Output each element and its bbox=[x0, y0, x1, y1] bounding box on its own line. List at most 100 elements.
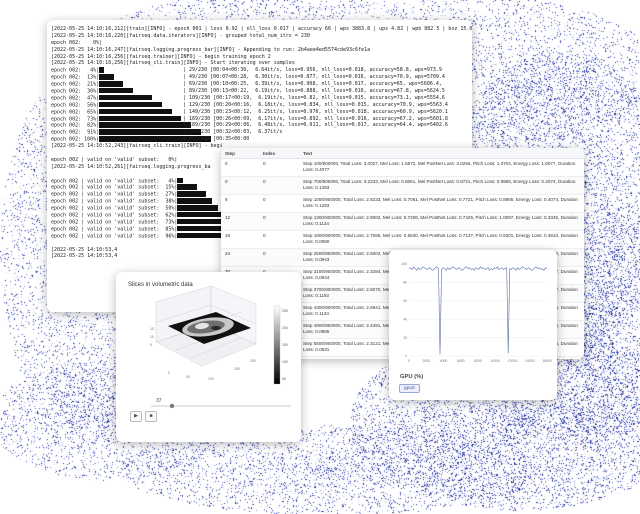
cell-index: 0 bbox=[259, 212, 299, 231]
progress-bar bbox=[99, 88, 133, 94]
terminal-line-text: epoch 002 | valid on 'valid' subset: 85%… bbox=[51, 226, 178, 233]
svg-text:5: 5 bbox=[150, 343, 152, 347]
gpu-usage-window: 100 80 60 40 20 0 0 2000 4000 6000 8000 10000 12000 1… bbox=[389, 250, 557, 400]
terminal-line-text: epoch 002: 65%| bbox=[51, 109, 100, 116]
terminal-line-text: [2022-05-25 14:10:16,247][fairseq.loggin… bbox=[51, 46, 371, 53]
svg-text:0: 0 bbox=[168, 371, 170, 375]
terminal-line: epoch 002: 13%| | 49/230 [00:07<00:28, 6.… bbox=[51, 74, 472, 81]
cell-text: Step 1800/900000, Total Loss: 2.7066, Me… bbox=[299, 230, 584, 249]
y-tick-label: 100 bbox=[401, 262, 407, 266]
x-tick-label: 4000 bbox=[440, 359, 448, 363]
colorbar-ticks: 250 200 150 100 50 bbox=[282, 309, 288, 381]
table-row[interactable]: 0 0 Step 700/900000, Total Loss: 3.2233, M… bbox=[221, 176, 584, 195]
colorbar-tick-label: 50 bbox=[282, 377, 286, 381]
terminal-line: epoch 002 | valid on 'valid' subset: 73%… bbox=[51, 218, 472, 226]
progress-bar bbox=[99, 115, 181, 121]
cell-index: 0 bbox=[259, 248, 299, 267]
terminal-line: epoch 002 | valid on 'valid' subset: 38%… bbox=[51, 198, 472, 205]
column-header-text[interactable]: Text bbox=[299, 148, 584, 159]
terminal-line-text: epoch 002: 100%| bbox=[51, 136, 100, 143]
table-row[interactable]: 18 0 Step 1800/900000, Total Loss: 2.7066,… bbox=[221, 230, 584, 249]
cell-step: 24 bbox=[221, 248, 259, 267]
cell-index: 0 bbox=[259, 194, 299, 213]
terminal-line: epoch 002 | valid on 'valid' subset: 85%… bbox=[51, 225, 472, 233]
y-tick-label: 40 bbox=[403, 317, 407, 321]
x-tick-label: 10000 bbox=[491, 359, 501, 363]
progress-bar bbox=[177, 212, 223, 218]
cell-step: 0 bbox=[221, 158, 259, 177]
terminal-line: [2022-05-25 14:10:16,256][fairseq.traine… bbox=[51, 54, 472, 61]
progress-bar bbox=[99, 136, 212, 142]
progress-bar bbox=[177, 191, 207, 197]
y-tick-label: 20 bbox=[403, 336, 407, 340]
terminal-line: epoch 002: 65%| | 149/230 [00:23<00:12, 6… bbox=[51, 108, 472, 116]
terminal-line-text: epoch 002 | valid on 'valid' subset: 62%… bbox=[51, 212, 178, 219]
terminal-line: epoch 002: 91%| | 209/230 [00:32<00:03, 6… bbox=[51, 129, 472, 136]
progress-bar bbox=[99, 101, 162, 108]
y-tick-label: 60 bbox=[403, 299, 407, 303]
colorbar-tick-label: 250 bbox=[282, 309, 288, 313]
terminal-line: epoch 002 | valid on 'valid' subset: 27%… bbox=[51, 191, 472, 198]
terminal-line: epoch 002: 30%| | 89/230 [00:13<00:22, 6.… bbox=[51, 88, 472, 95]
progress-bar bbox=[177, 218, 227, 225]
play-button[interactable]: ▶ bbox=[130, 411, 142, 422]
y-tick-label: 0 bbox=[405, 354, 407, 358]
terminal-line: epoch 002: 4%| | 29/230 [00:04<00:30, 6.6… bbox=[51, 67, 472, 74]
terminal-line: epoch 002 | valid on 'valid' subset: 4%| bbox=[51, 177, 472, 185]
terminal-line-text: epoch 002 | valid on 'valid' subset: 0%| bbox=[51, 156, 178, 163]
progress-bar bbox=[99, 74, 114, 80]
svg-text:10: 10 bbox=[150, 335, 154, 339]
terminal-line-text: epoch 002: 30%| bbox=[51, 88, 100, 95]
terminal-line: [2022-05-25 14:10:16,247][fairseq.loggin… bbox=[51, 47, 472, 54]
terminal-line: epoch 002: 47%| | 109/230 [00:17<00:19, 6… bbox=[51, 94, 472, 102]
colorbar-tick-label: 150 bbox=[282, 343, 288, 347]
gpu0-toggle-button[interactable]: gpu0 bbox=[399, 384, 420, 393]
terminal-line-text: epoch 002: 13%| bbox=[51, 74, 100, 81]
column-header-step[interactable]: Step bbox=[221, 148, 259, 159]
table-row[interactable]: 6 0 Step 1000/900000, Total Loss: 2.8233, … bbox=[221, 194, 584, 213]
terminal-line: epoch 002: 21%| | 69/230 [00:10<00:25, 6.… bbox=[51, 81, 472, 88]
colorbar-tick-label: 200 bbox=[282, 326, 288, 330]
colorbar bbox=[273, 305, 281, 385]
terminal-line: epoch 002 | valid on 'valid' subset: 0%| bbox=[51, 157, 472, 164]
terminal-line-text: epoch 002 | valid on 'valid' subset: 27%… bbox=[51, 191, 178, 198]
terminal-line-text: [2022-05-25 14:10:52,261][fairseq.loggin… bbox=[51, 163, 211, 170]
y-tick-label: 80 bbox=[403, 281, 407, 285]
cell-step: 6 bbox=[221, 194, 259, 213]
terminal-line-text: epoch 002 | valid on 'valid' subset: 73%… bbox=[51, 219, 178, 226]
terminal-line: epoch 002 | valid on 'valid' subset: 96%… bbox=[51, 232, 472, 240]
terminal-line: [2022-05-25 14:10:52,243][fairseq_cli.tr… bbox=[51, 143, 472, 150]
terminal-line: epoch 002: 0%| bbox=[51, 40, 472, 47]
table-row[interactable]: 0 0 Step 100/900000, Total Loss: 3.0027, M… bbox=[221, 158, 584, 177]
terminal-line: [2022-05-25 14:10:16,256][fairseq_cli.tr… bbox=[51, 60, 472, 67]
terminal-line-text: epoch 002 | valid on 'valid' subset: 15%… bbox=[51, 184, 178, 191]
terminal-line-text: [2022-05-25 14:10:53,4 bbox=[51, 246, 118, 253]
terminal-line: epoch 002: 73%| | 169/230 [00:26<00:09, 6… bbox=[51, 115, 472, 123]
progress-stats: | 169/230 [00:26<00:09, 6.17it/s, loss=0… bbox=[183, 115, 448, 122]
plot-title: Slices in volumetric data bbox=[128, 282, 193, 288]
cell-index: 0 bbox=[259, 230, 299, 249]
volumetric-plot[interactable]: 15 10 5 0 50 100 150 200 250 200 150 100 50 bbox=[116, 272, 301, 442]
terminal-line-text: [2022-05-25 14:10:52,243][fairseq_cli.tr… bbox=[51, 143, 223, 150]
terminal-line-text: [2022-05-25 14:10:16,220][fairseq.data.i… bbox=[51, 32, 310, 39]
table-row[interactable]: 12 0 Step 1300/900000, Total Loss: 2.8002,… bbox=[221, 212, 584, 231]
svg-text:50: 50 bbox=[186, 375, 190, 379]
terminal-line-text: epoch 002 | valid on 'valid' subset: 4%| bbox=[51, 177, 178, 184]
slider-handle bbox=[169, 403, 175, 409]
terminal-line-text: epoch 002: 21%| bbox=[51, 81, 100, 88]
progress-stats: | 209/230 [00:32<00:03, 6.37it/s bbox=[183, 129, 283, 136]
terminal-line: [2022-05-25 14:10:16,220][fairseq.data.i… bbox=[51, 33, 472, 40]
svg-text:100: 100 bbox=[208, 377, 214, 381]
svg-text:200: 200 bbox=[250, 359, 256, 363]
progress-bar bbox=[177, 184, 198, 190]
x-tick-label: 16000 bbox=[542, 359, 552, 363]
column-header-index[interactable]: Index bbox=[259, 148, 299, 159]
terminal-line-text: epoch 002 | valid on 'valid' subset: 38%… bbox=[51, 198, 178, 205]
terminal-line: epoch 002: 56%| | 129/230 [00:20<00:16, 6… bbox=[51, 101, 472, 109]
gpu-chart-title: GPU (%) bbox=[400, 374, 424, 380]
progress-stats: | 189/230 [00:29<00:06, 6.48it/s, loss=0… bbox=[183, 122, 448, 129]
stop-button[interactable]: ■ bbox=[145, 411, 157, 422]
terminal-line-text: epoch 002: 82%| bbox=[51, 122, 100, 129]
